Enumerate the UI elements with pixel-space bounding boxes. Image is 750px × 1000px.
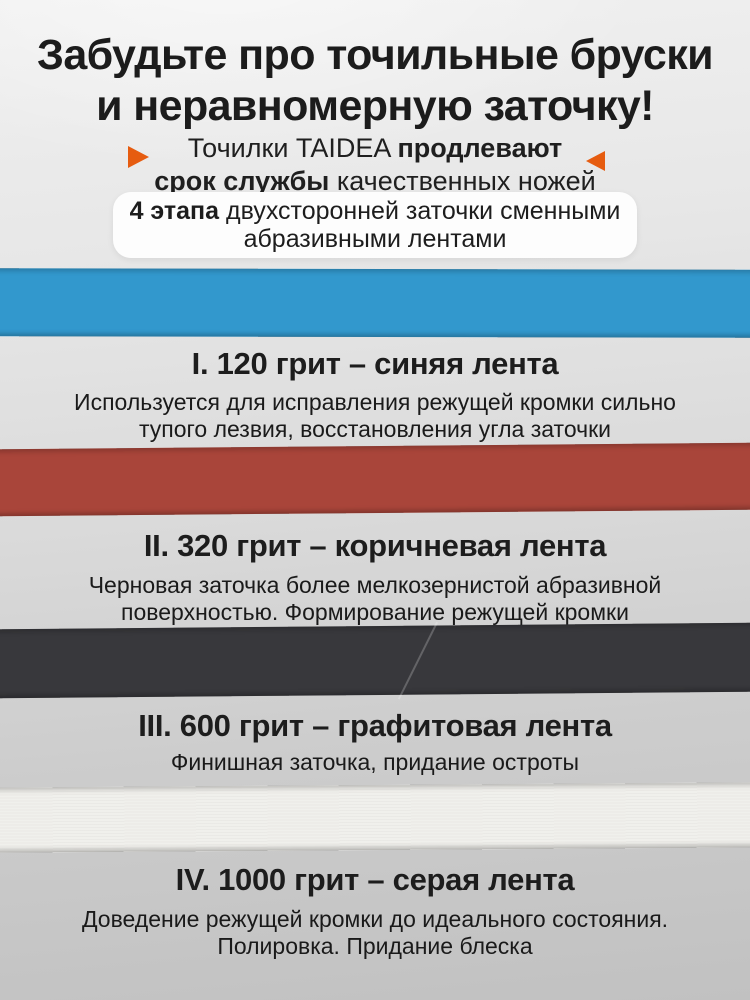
section-3-body-line1: Финишная заточка, придание остроты [170, 749, 580, 775]
belt-band-grey [0, 782, 750, 853]
pill-line1: 4 этапа двухсторонней заточки сменными [113, 197, 637, 225]
page-title-line1: Забудьте про точильные бруски [37, 31, 714, 79]
subtitle: Точилки TAIDEA продлевают срок службы ка… [0, 132, 750, 198]
belt-band-blue [0, 268, 750, 338]
belt-band-graphite [0, 621, 750, 700]
section-3-body: Финишная заточка, придание остроты [0, 749, 750, 776]
section-4-body-line2: Полировка. Придание блеска [217, 933, 533, 959]
arrow-right-icon [128, 146, 149, 168]
page-title: Забудьте про точильные бруски и неравном… [0, 30, 750, 132]
subtitle-line1: Точилки TAIDEA продлевают [0, 132, 750, 165]
subtitle-regular-text: Точилки TAIDEA [187, 133, 398, 163]
section-1-title: I. 120 грит – синяя лента [191, 346, 559, 381]
pill-line2: абразивными лентами [243, 225, 507, 253]
stages-info-pill: 4 этапа двухсторонней заточки сменными а… [113, 192, 637, 258]
section-2-title: II. 320 грит – коричневая лента [143, 528, 607, 563]
section-2-body-line1: Черновая заточка более мелкозернистой аб… [88, 572, 662, 598]
section-3-title: III. 600 грит – графитовая лента [138, 708, 612, 743]
section-4-body: Доведение режущей кромки до идеального с… [0, 906, 750, 960]
page-title-line2: и неравномерную заточку! [96, 82, 654, 130]
section-2-body: Черновая заточка более мелкозернистой аб… [0, 572, 750, 626]
section-4-title: IV. 1000 грит – серая лента [175, 862, 575, 897]
section-1-body-line1: Используется для исправления режущей кро… [74, 389, 676, 415]
section-4-body-line1: Доведение режущей кромки до идеального с… [81, 906, 669, 932]
section-1-body-line2: тупого лезвия, восстановления угла заточ… [138, 416, 612, 442]
subtitle-line2: срок службы качественных ножей [0, 165, 750, 198]
arrow-left-icon [586, 151, 605, 171]
subtitle-bold-text: продлевают [397, 133, 563, 163]
section-1-body: Используется для исправления режущей кро… [0, 389, 750, 443]
belt-scratch [397, 621, 439, 700]
subtitle-regular-text: качественных ножей [336, 166, 596, 196]
pill-regular-text: двухсторонней заточки сменными [219, 197, 621, 225]
belt-band-brown [0, 442, 750, 517]
subtitle-bold-text: срок службы [154, 166, 337, 196]
section-2-body-line2: поверхностью. Формирование режущей кромк… [121, 599, 629, 625]
pill-bold-text: 4 этапа [129, 197, 220, 225]
